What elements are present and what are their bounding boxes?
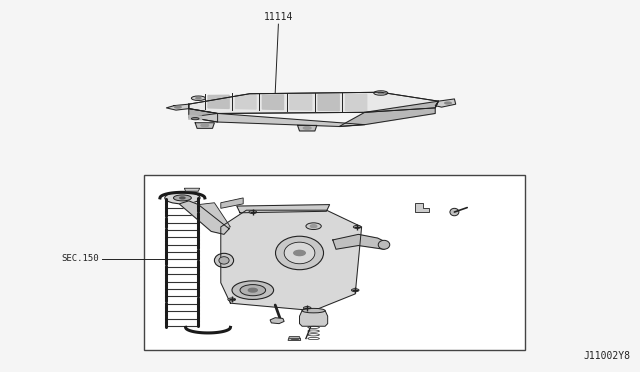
Ellipse shape xyxy=(219,257,229,264)
Polygon shape xyxy=(435,99,456,107)
Ellipse shape xyxy=(228,298,236,301)
Polygon shape xyxy=(236,95,256,109)
Ellipse shape xyxy=(232,281,274,299)
Bar xyxy=(144,175,525,350)
Polygon shape xyxy=(288,337,301,340)
Polygon shape xyxy=(262,95,284,110)
Text: J11002Y8: J11002Y8 xyxy=(584,351,630,361)
Ellipse shape xyxy=(165,192,200,204)
Polygon shape xyxy=(333,234,389,249)
Ellipse shape xyxy=(191,96,205,100)
Ellipse shape xyxy=(180,197,185,199)
Polygon shape xyxy=(346,94,367,111)
Polygon shape xyxy=(221,198,243,208)
Polygon shape xyxy=(198,203,230,229)
Ellipse shape xyxy=(374,91,388,95)
Ellipse shape xyxy=(249,211,257,214)
Polygon shape xyxy=(189,109,218,122)
Ellipse shape xyxy=(248,288,257,292)
Polygon shape xyxy=(189,113,365,126)
Ellipse shape xyxy=(201,124,209,126)
Polygon shape xyxy=(270,318,284,324)
Ellipse shape xyxy=(294,250,305,256)
Ellipse shape xyxy=(214,253,234,267)
Ellipse shape xyxy=(351,289,359,292)
Text: 11114: 11114 xyxy=(264,12,293,22)
Polygon shape xyxy=(189,115,202,120)
Ellipse shape xyxy=(303,307,311,310)
Ellipse shape xyxy=(196,97,201,99)
Polygon shape xyxy=(415,203,429,212)
Polygon shape xyxy=(184,188,200,191)
Polygon shape xyxy=(300,311,328,326)
Ellipse shape xyxy=(275,236,324,270)
Ellipse shape xyxy=(191,118,199,120)
Ellipse shape xyxy=(175,106,181,108)
Polygon shape xyxy=(189,92,438,113)
Polygon shape xyxy=(237,205,330,213)
Text: SEC.150: SEC.150 xyxy=(61,254,99,263)
Polygon shape xyxy=(166,104,189,110)
Polygon shape xyxy=(221,210,362,311)
Ellipse shape xyxy=(306,223,321,230)
Ellipse shape xyxy=(284,242,315,264)
Ellipse shape xyxy=(173,195,191,201)
Ellipse shape xyxy=(378,92,383,94)
Ellipse shape xyxy=(378,240,390,249)
Ellipse shape xyxy=(303,126,311,129)
Polygon shape xyxy=(290,94,312,110)
Ellipse shape xyxy=(240,285,266,296)
Ellipse shape xyxy=(353,225,361,228)
Ellipse shape xyxy=(450,208,459,216)
Polygon shape xyxy=(318,94,339,111)
Ellipse shape xyxy=(445,102,451,104)
Polygon shape xyxy=(298,125,317,131)
Polygon shape xyxy=(195,123,214,128)
Polygon shape xyxy=(179,201,229,234)
Ellipse shape xyxy=(310,225,317,228)
Polygon shape xyxy=(339,101,438,126)
Ellipse shape xyxy=(302,308,325,313)
Polygon shape xyxy=(208,95,229,108)
